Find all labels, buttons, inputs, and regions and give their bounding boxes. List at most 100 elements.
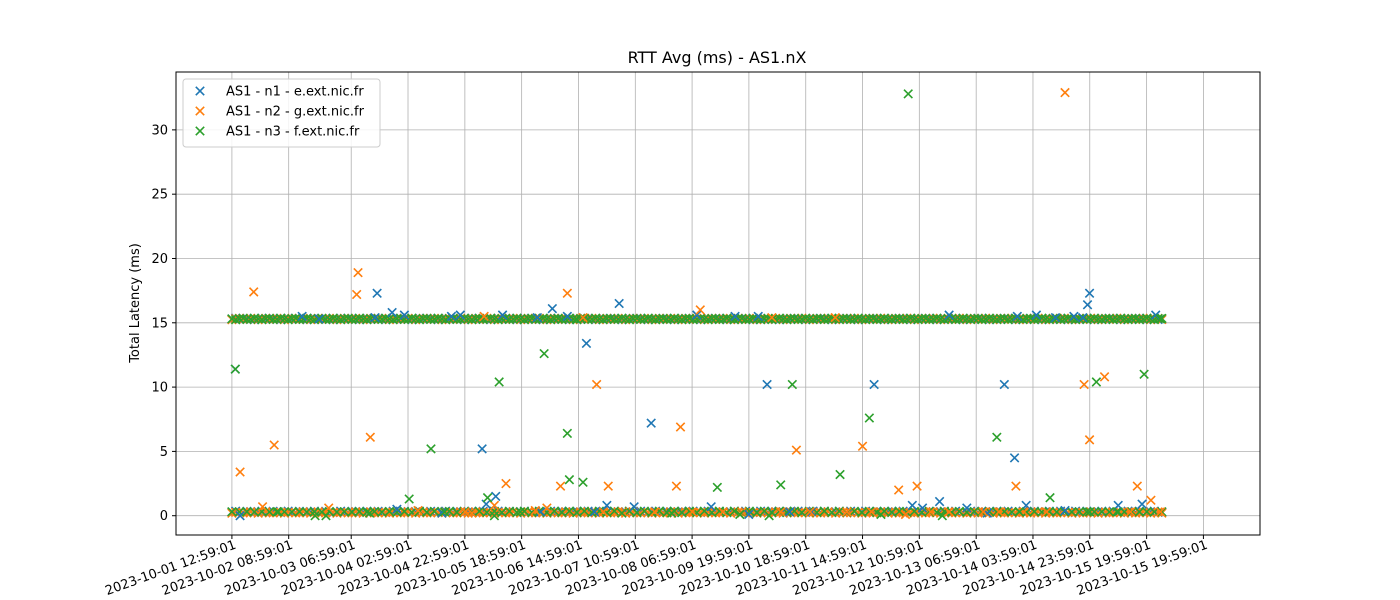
baseline-point <box>1052 507 1062 517</box>
baseline-point <box>249 507 260 517</box>
baseline-point <box>1007 507 1017 517</box>
baseline-point <box>639 506 650 516</box>
y-axis-label: Total Latency (ms) <box>128 243 143 364</box>
data-point <box>589 507 600 517</box>
baseline-point <box>1003 314 1013 325</box>
baseline-point <box>1142 506 1152 517</box>
baseline-point <box>1134 314 1145 325</box>
baseline-point <box>752 314 762 324</box>
legend-box <box>182 78 381 148</box>
baseline-point <box>1082 507 1092 517</box>
data-point <box>666 508 677 518</box>
baseline-point <box>523 313 533 324</box>
baseline-point <box>845 314 856 325</box>
data-point <box>944 310 954 320</box>
data-point <box>912 481 922 491</box>
baseline-point <box>872 314 882 325</box>
baseline-point <box>1070 507 1081 517</box>
data-point <box>994 507 1004 517</box>
data-point <box>446 311 457 322</box>
data-point <box>775 480 786 490</box>
baseline-point <box>508 507 518 517</box>
baseline-point <box>227 507 237 517</box>
data-point <box>542 503 552 513</box>
data-point <box>603 481 614 491</box>
data-point <box>1050 312 1061 323</box>
data-point <box>917 503 928 513</box>
data-point <box>687 507 697 517</box>
baseline-point <box>909 506 920 517</box>
data-point <box>273 507 284 517</box>
baseline-point <box>857 507 867 518</box>
baseline-point <box>699 506 710 516</box>
y-tick-label: 0 <box>160 509 168 524</box>
data-point <box>1014 507 1025 517</box>
baseline-point <box>1040 314 1051 324</box>
data-point <box>791 445 802 455</box>
baseline-point <box>384 506 395 517</box>
legend-entry: AS1 - n2 - g.ext.nic.fr <box>226 105 365 120</box>
baseline-point <box>1123 507 1133 517</box>
data-point <box>784 507 795 517</box>
baseline-point <box>377 507 387 517</box>
baseline-point <box>714 314 725 325</box>
data-point <box>1011 481 1021 491</box>
data-point <box>530 505 541 516</box>
baseline-point <box>602 507 612 518</box>
legend-entry: AS1 - n3 - f.ext.nic.fr <box>226 125 360 140</box>
baseline-point <box>347 507 357 517</box>
baseline-point <box>1134 507 1145 517</box>
baseline-point <box>917 313 927 324</box>
baseline-point <box>767 314 777 325</box>
data-point <box>978 507 988 517</box>
baseline-point <box>662 314 672 325</box>
baseline-point <box>827 507 837 518</box>
data-point <box>842 507 852 517</box>
data-point <box>578 477 588 488</box>
baseline-point <box>478 314 488 325</box>
data-point <box>404 494 414 504</box>
baseline-point <box>677 507 687 518</box>
data-point <box>591 379 602 390</box>
baseline-point <box>729 506 740 516</box>
baseline-point <box>583 314 593 325</box>
baseline-point <box>812 313 822 324</box>
baseline-point <box>557 507 567 518</box>
baseline-point <box>410 507 421 517</box>
data-point <box>692 310 702 320</box>
grid <box>176 72 1260 535</box>
data-point <box>775 507 786 517</box>
data-point <box>805 507 815 517</box>
data-point <box>1060 505 1070 516</box>
baseline-point <box>924 314 935 325</box>
data-point <box>1155 314 1166 324</box>
baseline-point <box>407 313 417 323</box>
baseline-point <box>969 313 980 324</box>
baseline-point <box>392 507 402 517</box>
baseline-point <box>298 507 308 517</box>
baseline-point <box>602 313 612 324</box>
y-tick-label: 15 <box>151 316 168 331</box>
data-point <box>787 379 798 390</box>
data-point <box>1060 87 1070 98</box>
baseline-point <box>294 506 305 517</box>
baseline-point <box>962 314 972 324</box>
data-point <box>235 467 245 477</box>
baseline-point <box>354 313 365 323</box>
y-tick-label: 10 <box>151 381 168 396</box>
data-point <box>455 310 466 320</box>
baseline-point <box>350 507 361 517</box>
baseline-point <box>1127 507 1137 517</box>
y-tick-label: 20 <box>151 252 168 267</box>
baseline-point <box>995 313 1006 324</box>
plot-frame <box>175 71 1261 536</box>
data-point <box>1012 311 1023 322</box>
baseline-point <box>759 313 770 324</box>
baseline-point <box>894 506 905 517</box>
baseline-point <box>474 508 485 518</box>
data-point <box>1084 435 1095 445</box>
baseline-point <box>632 507 642 518</box>
baseline-point <box>849 506 860 516</box>
baseline-point <box>1119 314 1130 324</box>
baseline-point <box>864 506 875 517</box>
